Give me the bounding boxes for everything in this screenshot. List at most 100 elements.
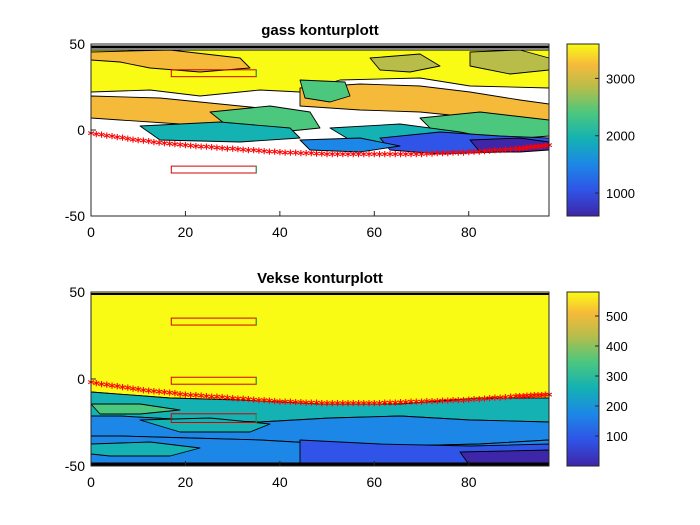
data-point: * [271,148,278,163]
data-point: * [324,399,331,414]
data-point: * [366,150,373,165]
data-point: * [166,389,173,404]
data-point: * [219,393,226,408]
data-point: * [182,390,189,405]
data-point: * [172,389,179,404]
data-point: * [339,399,346,414]
contour-region [299,79,351,103]
data-point: * [208,143,215,158]
data-point: * [103,381,110,396]
data-point: * [318,150,325,165]
data-point: * [527,143,534,158]
contour-region [299,137,401,153]
x-tick-label: 20 [178,474,194,490]
data-point: * [497,393,504,408]
data-point: * [318,399,325,414]
data-point: * [450,396,457,411]
data-point: * [535,391,542,406]
data-point: * [513,145,520,160]
data-point: * [308,149,315,164]
data-point: * [355,150,362,165]
data-point: * [444,149,451,164]
data-point: * [214,393,221,408]
data-point: * [214,143,221,158]
contour-region [139,417,271,433]
contour-region [139,121,301,143]
data-point: * [507,145,514,160]
colorbar-tick-label: 2000 [606,129,635,144]
data-point: * [502,393,509,408]
data-point: * [329,399,336,414]
data-point: * [476,147,483,162]
data-point: * [255,147,262,162]
data-point: * [366,399,373,414]
data-point: * [156,138,163,153]
data-point: * [151,387,158,402]
data-point: * [460,396,467,411]
data-point: * [308,399,315,414]
data-point: * [93,130,100,145]
data-point: * [276,148,283,163]
data-point: * [418,150,425,165]
data-point: * [224,144,231,159]
data-point: * [98,380,105,395]
data-point: * [350,150,357,165]
data-point: * [255,396,262,411]
x-tick-label: 40 [272,474,288,490]
data-point: * [413,398,420,413]
data-point: * [324,150,331,165]
data-point: * [103,131,110,146]
data-point: * [355,399,362,414]
data-point: * [145,386,152,401]
colorbar [566,291,600,467]
data-point: * [524,392,531,407]
data-point: * [538,391,545,406]
data-point: * [423,150,430,165]
colorbar-tick-label: 400 [606,339,628,354]
data-point: * [408,150,415,165]
data-point: * [402,150,409,165]
data-point: * [303,398,310,413]
data-point: * [119,134,126,149]
data-point: * [240,145,247,160]
data-point: * [524,143,531,158]
data-point: * [245,146,252,161]
data-point: * [455,148,462,163]
data-point: * [520,392,527,407]
data-point: * [502,145,509,160]
data-point: * [135,385,142,400]
data-point: * [439,149,446,164]
data-point: * [481,394,488,409]
data-point: * [208,392,215,407]
data-point: * [261,147,268,162]
data-point: * [266,147,273,162]
data-point: * [360,150,367,165]
x-tick-label: 80 [461,224,477,240]
data-point: * [465,396,472,411]
data-point: * [329,150,336,165]
data-point: * [507,393,514,408]
x-tick-label: 20 [178,224,194,240]
data-point: * [177,141,184,156]
data-point: * [93,379,100,394]
data-point: * [130,135,137,150]
data-point: * [292,398,299,413]
data-point: * [219,144,226,159]
data-point: * [287,148,294,163]
data-point: * [229,394,236,409]
data-point: * [531,143,538,158]
data-point: * [387,399,394,414]
data-point: * [387,150,394,165]
data-point: * [345,399,352,414]
data-point: * [381,399,388,414]
data-point: * [423,397,430,412]
x-tick-label: 0 [87,474,95,490]
data-point: * [261,396,268,411]
data-point: * [124,384,131,399]
data-point: * [156,388,163,403]
data-point: * [542,142,549,157]
data-point: * [497,146,504,161]
data-point: * [408,398,415,413]
data-point: * [481,147,488,162]
y-tick-label: -50 [65,458,85,474]
